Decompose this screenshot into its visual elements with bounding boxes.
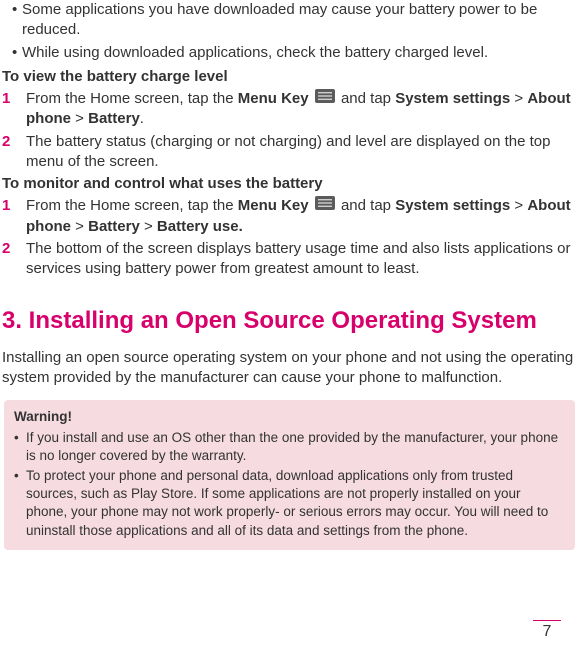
monitor-step-1: 1 From the Home screen, tap the Menu Key…: [2, 196, 577, 237]
bold-batteryuse: Battery use.: [157, 218, 243, 235]
step-text: The bottom of the screen displays batter…: [26, 240, 570, 277]
page-number-rule: [533, 620, 561, 621]
bold-systemsettings: System settings: [395, 90, 510, 107]
step-text: The battery status (charging or not char…: [26, 133, 550, 170]
monitor-steps: 1 From the Home screen, tap the Menu Key…: [2, 196, 577, 279]
intro-bullet-2: While using downloaded applications, che…: [12, 43, 577, 63]
body-region: Some applications you have downloaded ma…: [2, 0, 577, 550]
warning-title: Warning!: [14, 408, 565, 426]
step-number-2: 2: [2, 132, 10, 152]
view-heading: To view the battery charge level: [2, 67, 577, 87]
bold-menukey: Menu Key: [238, 90, 309, 107]
bold-systemsettings: System settings: [395, 197, 510, 214]
bold-menukey: Menu Key: [238, 197, 309, 214]
bold-battery: Battery: [88, 110, 140, 127]
menu-key-icon: [315, 89, 335, 109]
intro-bullets: Some applications you have downloaded ma…: [2, 0, 577, 63]
warning-bullets: If you install and use an OS other than …: [14, 429, 565, 540]
sp: [309, 90, 313, 107]
sp: >: [71, 110, 88, 127]
install-intro: Installing an open source operating syst…: [2, 348, 577, 389]
warning-box: Warning! If you install and use an OS ot…: [4, 400, 575, 550]
view-step-2: 2 The battery status (charging or not ch…: [2, 132, 577, 173]
step-number-1: 1: [2, 196, 10, 216]
intro-bullet-1: Some applications you have downloaded ma…: [12, 0, 577, 41]
step-number-1: 1: [2, 89, 10, 109]
sp: .: [140, 110, 144, 127]
warning-bullet-2: To protect your phone and personal data,…: [14, 467, 565, 540]
sp: [309, 197, 313, 214]
sp: and tap: [337, 90, 395, 107]
page-number: 7: [533, 623, 561, 641]
view-steps: 1 From the Home screen, tap the Menu Key…: [2, 89, 577, 172]
monitor-heading: To monitor and control what uses the bat…: [2, 174, 577, 194]
page-number-region: 7: [533, 620, 561, 641]
step-number-2: 2: [2, 239, 10, 259]
bold-battery: Battery: [88, 218, 140, 235]
step-text: From the Home screen, tap the: [26, 197, 238, 214]
sp: and tap: [337, 197, 395, 214]
warning-bullet-1: If you install and use an OS other than …: [14, 429, 565, 465]
monitor-step-2: 2 The bottom of the screen displays batt…: [2, 239, 577, 280]
sp: >: [71, 218, 88, 235]
sp: >: [140, 218, 157, 235]
menu-key-icon: [315, 196, 335, 216]
install-heading: 3. Installing an Open Source Operating S…: [2, 305, 577, 337]
sp: >: [510, 197, 527, 214]
view-step-1: 1 From the Home screen, tap the Menu Key…: [2, 89, 577, 130]
sp: >: [510, 90, 527, 107]
step-text: From the Home screen, tap the: [26, 90, 238, 107]
